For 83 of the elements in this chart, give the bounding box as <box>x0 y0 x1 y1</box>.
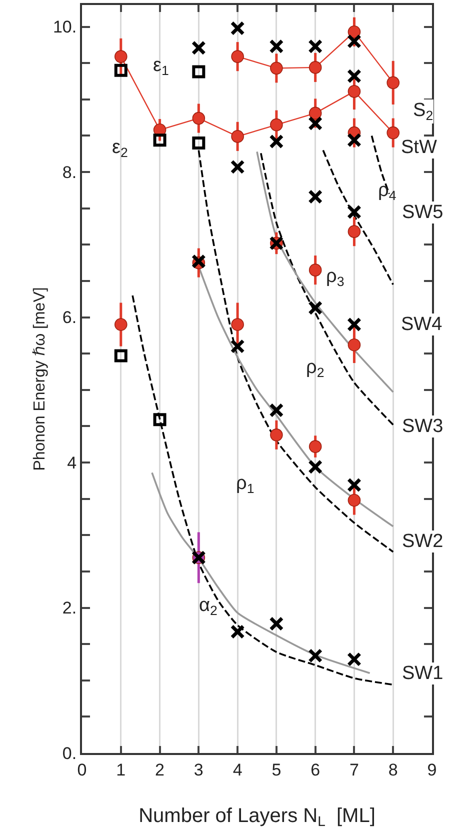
point <box>270 428 283 442</box>
x-tick-label: 1 <box>116 760 126 780</box>
point <box>346 68 362 84</box>
point <box>346 652 362 667</box>
point <box>230 624 245 639</box>
x-axis-title: Number of Layers N$_{L}$ [ML] <box>138 804 376 829</box>
point <box>153 413 166 426</box>
point <box>192 65 206 78</box>
point <box>230 339 245 354</box>
point <box>346 317 362 332</box>
point <box>192 112 206 125</box>
y-axis-title: Phonon Energy ℏω [meV] <box>31 287 48 471</box>
point <box>269 134 284 149</box>
x-tick-label: 9 <box>427 760 437 780</box>
point <box>386 76 400 90</box>
point <box>114 64 128 77</box>
annotation: SW5 <box>402 202 444 223</box>
point <box>308 61 322 74</box>
point <box>308 440 322 453</box>
point <box>231 130 244 143</box>
point <box>270 62 283 75</box>
y-tick-label: 8. <box>62 162 77 182</box>
point <box>346 132 362 148</box>
point <box>269 616 284 631</box>
point <box>270 118 283 132</box>
annotation: ρ$_{4}$ <box>378 180 396 203</box>
point <box>231 50 244 63</box>
point <box>308 648 323 663</box>
annotation: ρ$_{2}$ <box>306 357 324 380</box>
annotation: α$_{2}$ <box>199 595 218 618</box>
line-series <box>151 472 371 674</box>
y-tick-label: 0. <box>62 744 77 763</box>
point <box>153 134 166 147</box>
point <box>348 85 361 98</box>
point <box>386 126 400 140</box>
x-tick-label: 6 <box>310 760 320 780</box>
point <box>231 318 244 331</box>
y-tick-label: 4 <box>67 453 77 472</box>
point <box>230 160 245 174</box>
point <box>191 40 206 56</box>
x-tick-label: 0 <box>77 760 87 780</box>
x-tick-label: 3 <box>194 760 204 780</box>
point <box>348 338 361 352</box>
annotation: SW1 <box>402 663 444 684</box>
x-tick-label: 5 <box>272 760 282 780</box>
annotation: SW2 <box>402 531 444 552</box>
y-tick-label: 2. <box>62 598 77 618</box>
x-tick-label: 2 <box>155 760 165 780</box>
annotation: StW <box>401 137 437 158</box>
annotation: S$_{2}$ <box>413 100 434 123</box>
x-tick-label: 4 <box>232 760 242 780</box>
point <box>114 349 128 362</box>
annotation: ε$_{1}$ <box>153 55 169 78</box>
point <box>308 116 323 131</box>
point <box>114 318 128 331</box>
annotation: SW3 <box>402 416 444 437</box>
point <box>308 460 323 474</box>
point <box>348 494 361 507</box>
point <box>346 204 362 220</box>
x-tick-label: 7 <box>349 760 359 780</box>
line-series <box>132 294 394 686</box>
point <box>192 136 206 150</box>
annotation: ε$_{2}$ <box>112 137 128 160</box>
point <box>269 402 284 418</box>
point <box>269 39 284 54</box>
point <box>348 225 361 238</box>
y-tick-label: 6. <box>62 308 77 328</box>
point <box>348 25 361 38</box>
annotation: ρ$_{1}$ <box>236 473 254 496</box>
point <box>308 39 323 54</box>
point <box>308 106 322 120</box>
point <box>346 34 362 49</box>
x-tick-label: 8 <box>388 760 398 780</box>
y-tick-label: 10. <box>52 18 77 37</box>
point <box>346 478 362 492</box>
point <box>308 300 323 316</box>
point <box>308 264 322 276</box>
point <box>114 50 128 63</box>
annotation: SW4 <box>401 314 443 335</box>
annotation: ρ$_{3}$ <box>326 266 344 289</box>
point <box>230 20 245 36</box>
line-series <box>322 149 394 286</box>
point <box>308 189 323 204</box>
